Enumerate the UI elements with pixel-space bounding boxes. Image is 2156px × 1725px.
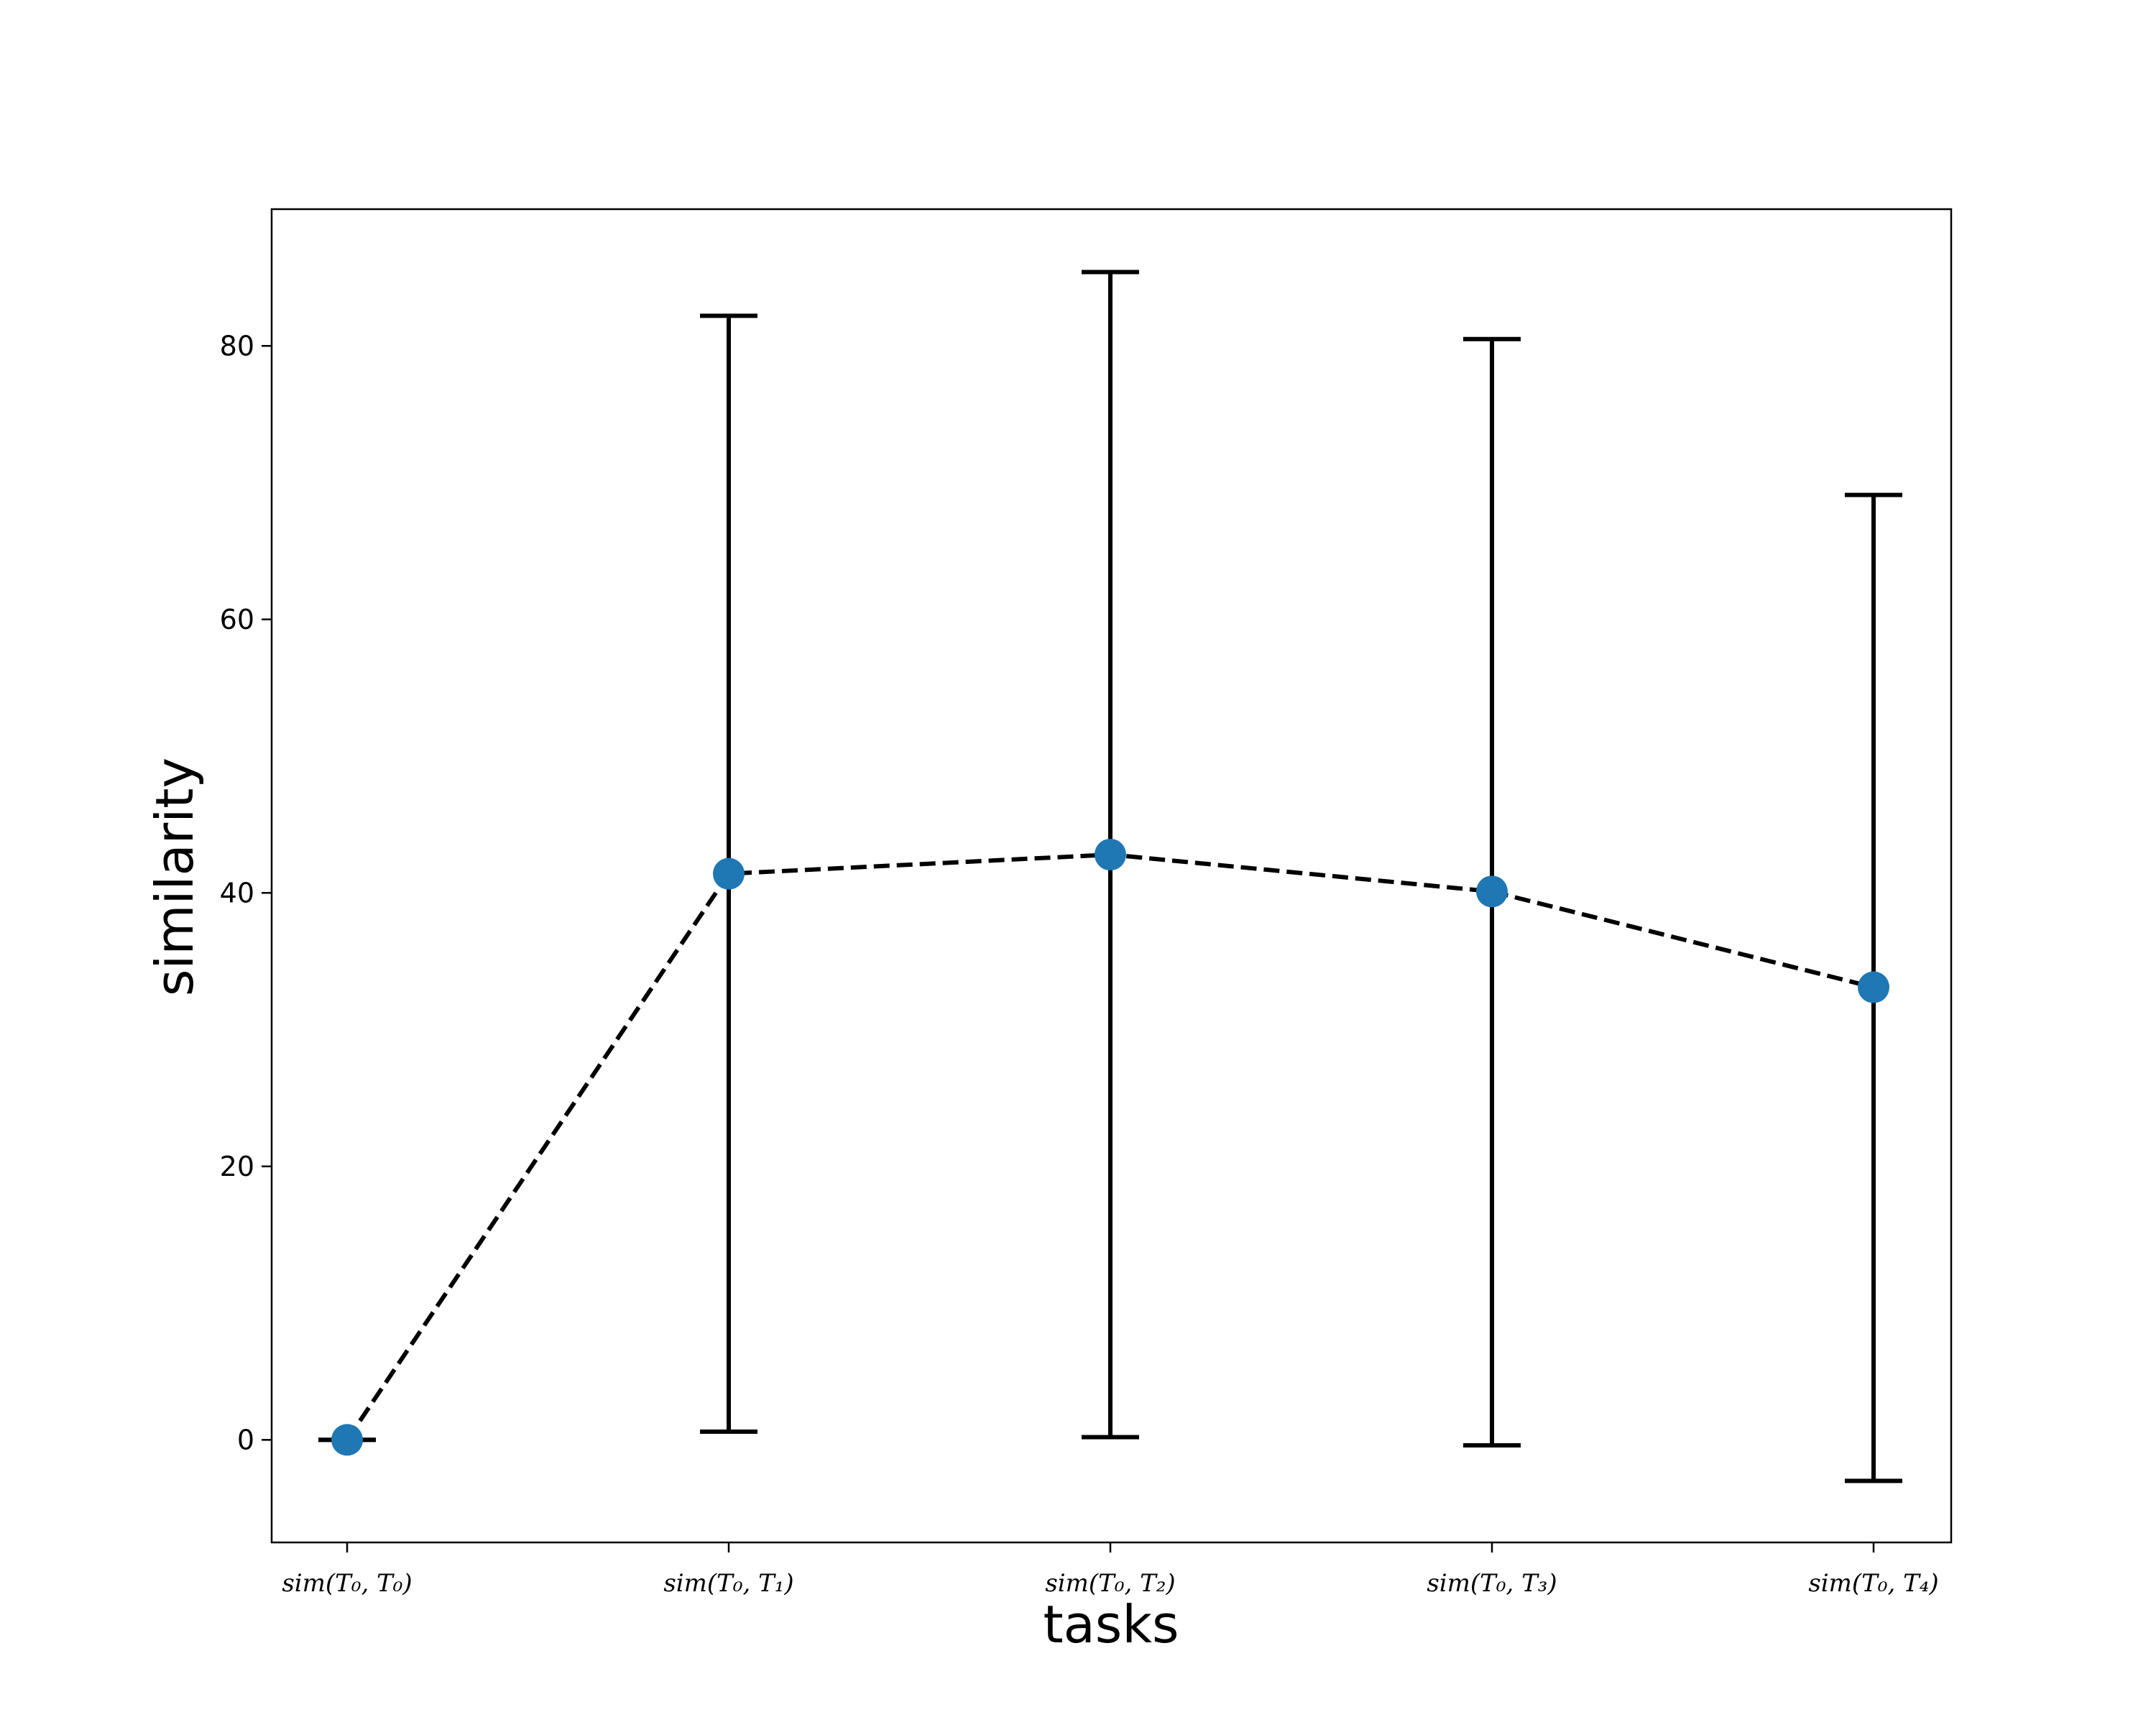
data-point [713, 857, 745, 890]
error-bars [318, 270, 1902, 1484]
data-points [331, 839, 1889, 1456]
x-axis-label: tasks [1043, 1594, 1179, 1655]
x-tick-label: sim(T₀, T₂) [1045, 1569, 1175, 1598]
plot-frame [270, 208, 1953, 1544]
x-tick-label: sim(T₀, T₁) [663, 1569, 793, 1598]
data-point [1858, 971, 1889, 1003]
y-axis-label: similarity [144, 758, 205, 996]
y-tick-label: 60 [220, 604, 254, 635]
y-tick-label: 0 [237, 1424, 254, 1455]
y-tick-label: 20 [220, 1151, 254, 1182]
x-tick-label: sim(T₀, T₃) [1427, 1569, 1557, 1598]
x-tick-label: sim(T₀, T₀) [282, 1569, 412, 1598]
x-axis-ticks: sim(T₀, T₀) sim(T₀, T₁) sim(T₀, T₂) sim(T₀,… [282, 1542, 1939, 1598]
y-tick-label: 40 [220, 877, 254, 908]
x-tick-label: sim(T₀, T₄) [1808, 1569, 1938, 1598]
data-point [1476, 875, 1508, 908]
data-point [331, 1424, 363, 1456]
y-tick-label: 80 [220, 330, 254, 362]
y-axis-ticks: 0 20 40 60 80 [220, 330, 272, 1455]
data-point [1095, 839, 1126, 871]
